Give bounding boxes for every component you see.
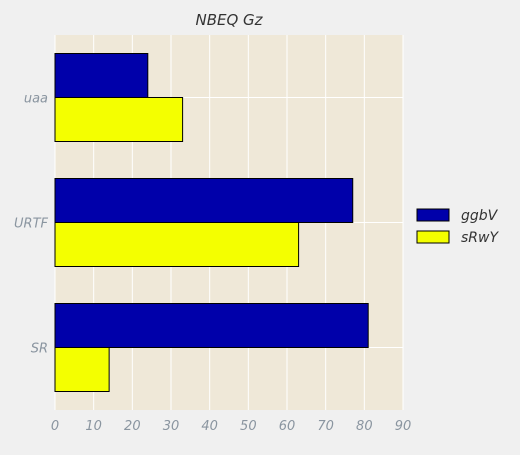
x-tick-label: 20 (124, 419, 141, 434)
y-tick-label: uaa (24, 92, 48, 107)
bar-ggbV-uaa (54, 53, 149, 98)
bars (54, 53, 369, 392)
x-tick-label: 10 (85, 419, 102, 434)
x-tick-label: 80 (356, 419, 373, 434)
y-axis-tick-labels: uaa URTF SR (14, 92, 48, 357)
x-tick-label: 60 (279, 419, 296, 434)
bar-sRwY-SR (54, 347, 110, 392)
x-tick-label: 30 (163, 419, 180, 434)
legend-label-sRwY: sRwY (461, 230, 499, 246)
legend: ggbV sRwY (416, 208, 499, 246)
bar-sRwY-uaa (54, 97, 184, 142)
x-tick-label: 40 (201, 419, 218, 434)
bar-sRwY-URTF (54, 222, 300, 267)
chart-title: NBEQ Gz (195, 11, 263, 29)
legend-swatch-sRwY (416, 230, 450, 244)
y-tick-label: SR (31, 342, 48, 357)
bar-ggbV-SR (54, 303, 369, 348)
y-tick-label: URTF (14, 217, 48, 232)
x-axis-tick-labels: 0 10 20 30 40 50 60 70 80 90 (51, 419, 411, 434)
legend-swatch-ggbV (416, 208, 450, 222)
x-tick-label: 70 (317, 419, 334, 434)
legend-label-ggbV: ggbV (461, 208, 499, 224)
x-tick-label: 50 (240, 419, 257, 434)
x-tick-label: 0 (51, 419, 59, 434)
bar-ggbV-URTF (54, 178, 354, 223)
x-tick-label: 90 (395, 419, 412, 434)
